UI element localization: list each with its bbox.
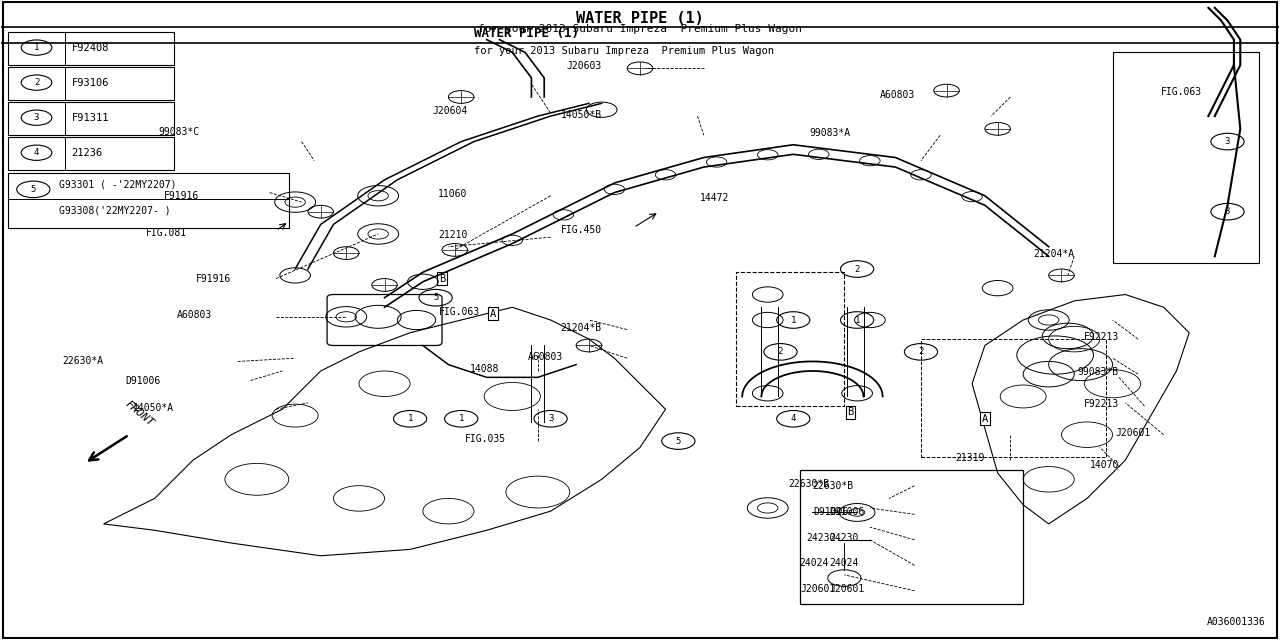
Bar [8,102,174,135]
Text: 1: 1 [791,316,796,324]
Bar [922,339,1106,457]
Bar [800,470,1023,604]
Text: WATER PIPE (1): WATER PIPE (1) [474,28,579,40]
Text: 3: 3 [33,113,40,122]
Text: B: B [847,408,854,417]
Text: 4: 4 [791,414,796,423]
Text: 1: 1 [458,414,463,423]
Text: 2: 2 [918,348,924,356]
Text: 14088: 14088 [470,364,499,374]
Text: F92408: F92408 [72,43,109,52]
Text: A: A [982,414,988,424]
Text: 5: 5 [31,185,36,194]
Text: 21236: 21236 [72,148,102,157]
Text: 1: 1 [855,316,860,324]
Text: WATER PIPE (1): WATER PIPE (1) [576,11,704,26]
Text: 1: 1 [407,414,412,423]
Text: 3: 3 [1225,137,1230,146]
Text: J20604: J20604 [433,106,467,116]
Text: 14050*A: 14050*A [133,403,174,413]
Text: for your 2013 Subaru Impreza  Premium Plus Wagon: for your 2013 Subaru Impreza Premium Plu… [474,46,774,56]
Text: 3: 3 [548,414,553,423]
Text: 99083*A: 99083*A [810,128,851,138]
Text: F93106: F93106 [72,77,109,88]
Text: 24024: 24024 [800,559,829,568]
Bar [8,32,174,65]
Text: 21210: 21210 [438,230,467,240]
Bar [8,67,174,100]
Text: F92213: F92213 [1084,399,1119,409]
Text: D91006: D91006 [813,508,849,518]
Text: F91311: F91311 [72,113,109,123]
Text: 99083*B: 99083*B [1078,367,1119,377]
Text: A036001336: A036001336 [1207,617,1266,627]
Text: FIG.081: FIG.081 [146,228,187,237]
Bar [8,173,289,228]
Text: for your 2013 Subaru Impreza  Premium Plus Wagon: for your 2013 Subaru Impreza Premium Plu… [477,24,803,34]
Text: FIG.063: FIG.063 [439,307,480,317]
Text: J20603: J20603 [567,61,602,72]
Text: B: B [439,273,445,284]
Text: D91006: D91006 [829,508,864,518]
Text: 11060: 11060 [438,189,467,199]
Text: 24230: 24230 [806,533,836,543]
Text: 22630*B: 22630*B [813,481,854,491]
Text: 24024: 24024 [829,559,859,568]
Text: FIG.450: FIG.450 [561,225,602,234]
Text: 22630*A: 22630*A [63,356,104,367]
Text: F91916: F91916 [196,273,232,284]
Text: J20601: J20601 [829,584,864,594]
Text: 21204*B: 21204*B [561,323,602,333]
Text: 14472: 14472 [700,193,730,203]
Text: 2: 2 [778,348,783,356]
Text: 22630*B: 22630*B [788,479,829,489]
Text: 21319: 21319 [955,453,984,463]
Text: 5: 5 [433,293,438,302]
Text: 2: 2 [33,78,40,87]
Text: G93301 ( -'22MY2207): G93301 ( -'22MY2207) [59,180,177,190]
Text: A60803: A60803 [529,352,563,362]
Text: A60803: A60803 [177,310,212,320]
Bar [8,137,174,170]
Text: J20601: J20601 [800,584,836,594]
Text: 24230: 24230 [829,533,859,543]
Text: J20601: J20601 [1116,428,1151,438]
Text: 5: 5 [676,436,681,445]
Text: 14050*B: 14050*B [561,110,602,120]
Text: FIG.063: FIG.063 [1161,87,1202,97]
Text: 4: 4 [33,148,40,157]
Text: A: A [490,308,497,319]
Text: D91006: D91006 [125,376,161,385]
Text: 21204*A: 21204*A [1033,250,1074,259]
Text: 2: 2 [855,264,860,273]
Bar [1112,52,1260,262]
Text: 14070: 14070 [1089,460,1119,470]
Bar [736,272,845,406]
Text: 1: 1 [33,43,40,52]
Text: G93308('22MY2207- ): G93308('22MY2207- ) [59,205,170,216]
Text: 99083*C: 99083*C [159,127,200,137]
Text: A60803: A60803 [879,90,915,100]
Text: F92213: F92213 [1084,332,1119,342]
Text: 3: 3 [1225,207,1230,216]
Text: FRONT: FRONT [123,399,155,428]
Text: FIG.035: FIG.035 [465,434,506,444]
Text: F91916: F91916 [164,191,200,201]
